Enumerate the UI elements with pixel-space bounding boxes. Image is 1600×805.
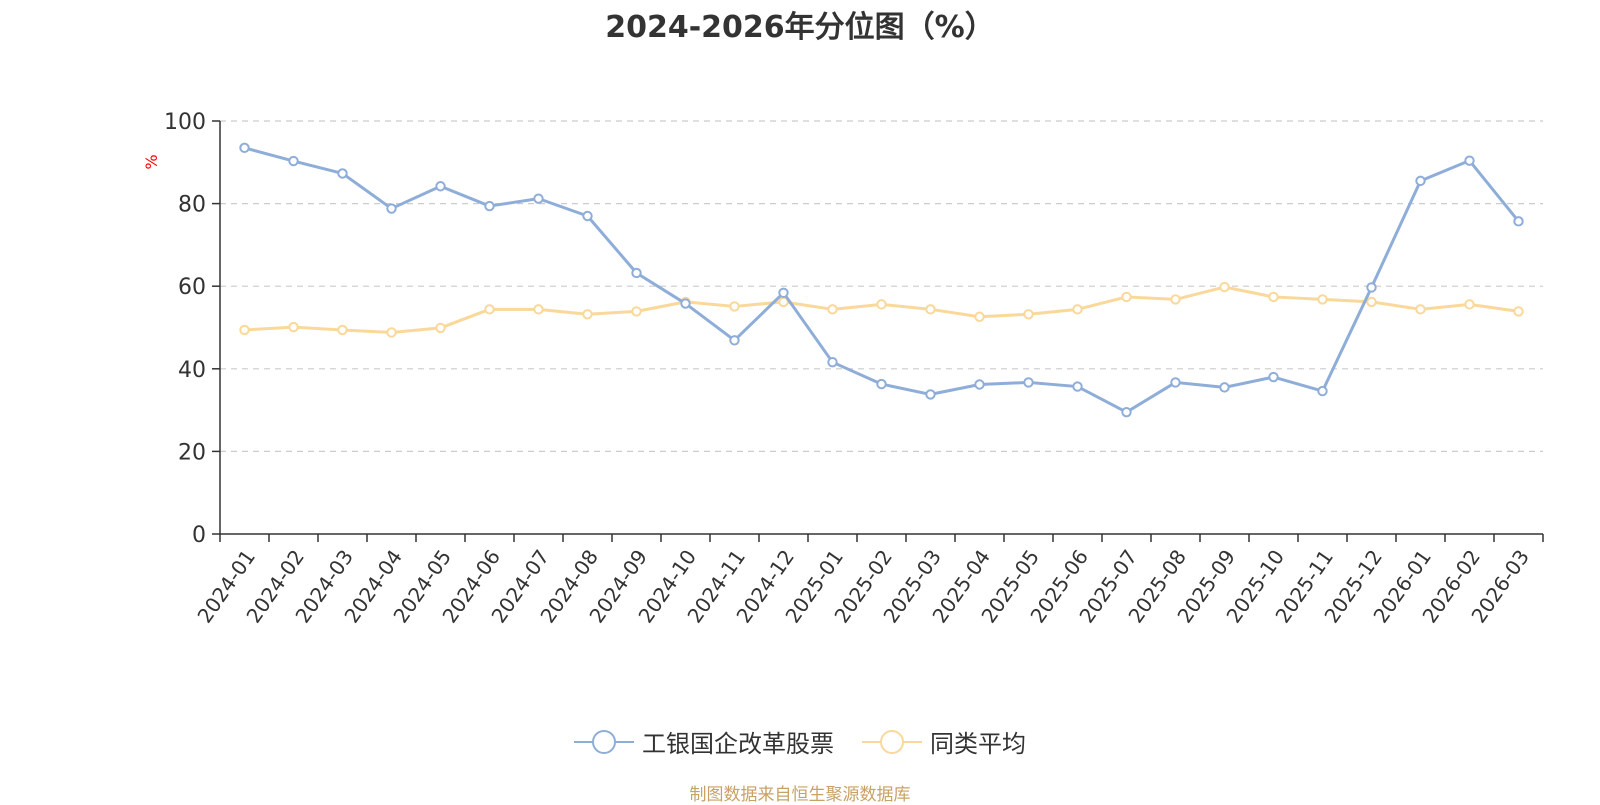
data-point[interactable]	[1023, 377, 1034, 388]
data-point[interactable]	[435, 181, 446, 192]
data-point[interactable]	[827, 356, 838, 368]
data-point[interactable]	[1170, 377, 1181, 388]
legend-swatch-peer-average	[862, 729, 922, 755]
y-tick-label: 80	[178, 193, 206, 218]
data-point[interactable]	[386, 327, 397, 338]
legend-item-fund[interactable]: 工银国企改革股票	[574, 724, 834, 759]
data-point[interactable]	[631, 306, 642, 317]
data-point[interactable]	[729, 301, 740, 312]
data-point[interactable]	[1513, 306, 1524, 317]
data-point[interactable]	[974, 379, 985, 390]
data-point[interactable]	[484, 304, 495, 315]
legend-swatch-fund	[574, 729, 634, 755]
data-point[interactable]	[876, 299, 887, 310]
legend-label-peer-average: 同类平均	[930, 730, 1026, 758]
data-point[interactable]	[1366, 282, 1377, 293]
data-point[interactable]	[1317, 385, 1328, 397]
data-point[interactable]	[533, 193, 544, 204]
series-line-1	[243, 285, 1520, 334]
legend-item-peer-average[interactable]: 同类平均	[862, 724, 1026, 759]
y-tick-label: 100	[164, 110, 206, 135]
data-point[interactable]	[1464, 299, 1475, 310]
data-point[interactable]	[1219, 281, 1230, 293]
y-tick-label: 40	[178, 358, 206, 383]
data-point[interactable]	[1513, 216, 1524, 227]
data-source-footer: 制图数据来自恒生聚源数据库	[689, 785, 911, 805]
y-tick-label: 60	[178, 275, 206, 300]
data-point[interactable]	[1170, 294, 1181, 305]
data-point[interactable]	[925, 389, 936, 400]
data-point[interactable]	[1121, 291, 1132, 303]
data-point[interactable]	[827, 304, 838, 315]
legend-label-fund: 工银国企改革股票	[642, 730, 834, 758]
data-point[interactable]	[484, 200, 495, 212]
data-point[interactable]	[288, 155, 299, 167]
data-point[interactable]	[337, 168, 348, 179]
data-point[interactable]	[1072, 304, 1083, 315]
data-point[interactable]	[680, 298, 691, 309]
x-tick-labels: 2024-012024-022024-032024-042024-052024-…	[192, 545, 1534, 627]
data-point[interactable]	[876, 378, 887, 390]
y-tick-label: 0	[192, 523, 206, 548]
y-tick-labels: 0 20 40 60 80 100	[164, 110, 206, 548]
y-axis-label: %	[142, 154, 161, 169]
data-point[interactable]	[533, 304, 544, 315]
data-point[interactable]	[729, 335, 740, 346]
data-point[interactable]	[239, 324, 250, 336]
data-point[interactable]	[582, 210, 593, 222]
data-point[interactable]	[925, 304, 936, 315]
data-point[interactable]	[1366, 296, 1377, 308]
grid-lines	[220, 120, 1543, 452]
data-point[interactable]	[435, 322, 446, 334]
data-point[interactable]	[1317, 294, 1328, 305]
axes	[212, 120, 1544, 542]
data-point[interactable]	[1415, 175, 1426, 187]
chart-title: 2024-2026年分位图（%）	[605, 10, 995, 45]
data-point[interactable]	[582, 309, 593, 320]
data-point[interactable]	[386, 203, 397, 214]
data-point[interactable]	[1464, 155, 1475, 166]
legend: 工银国企改革股票 同类平均	[0, 724, 1600, 759]
data-point[interactable]	[288, 321, 299, 333]
data-point[interactable]	[631, 267, 642, 279]
data-point[interactable]	[1268, 291, 1279, 303]
data-point[interactable]	[1268, 371, 1279, 383]
data-point[interactable]	[239, 142, 250, 154]
data-point[interactable]	[1219, 382, 1230, 393]
y-tick-label: 20	[178, 440, 206, 465]
series-lines	[239, 142, 1524, 418]
data-point[interactable]	[1072, 381, 1083, 392]
data-point[interactable]	[1415, 304, 1426, 315]
data-point[interactable]	[1023, 309, 1034, 320]
data-point[interactable]	[1121, 406, 1132, 418]
data-point[interactable]	[337, 324, 348, 336]
data-point[interactable]	[974, 311, 985, 322]
data-point[interactable]	[778, 287, 789, 299]
